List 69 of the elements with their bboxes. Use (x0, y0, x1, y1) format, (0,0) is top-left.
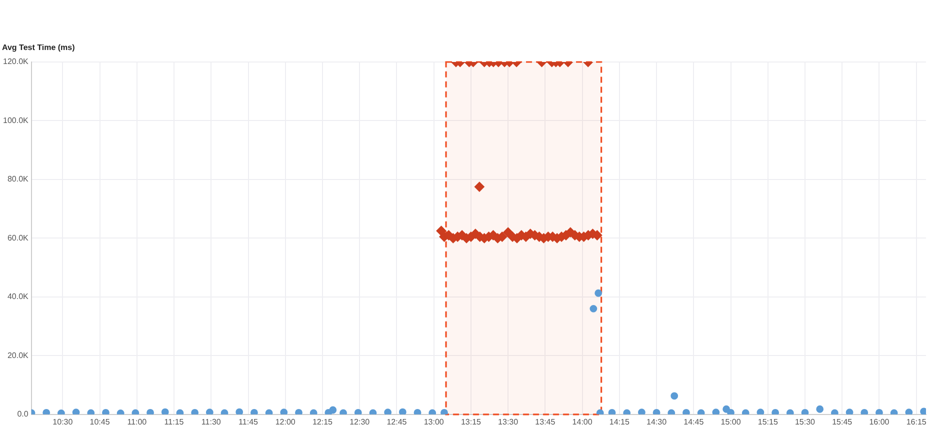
point (652, 408, 660, 414)
y-tick-label: 100.0K (2, 116, 30, 125)
point (236, 408, 244, 414)
point (712, 408, 720, 414)
point (398, 408, 406, 414)
point (670, 392, 678, 400)
point (440, 408, 448, 414)
point (727, 408, 734, 414)
point (384, 408, 392, 414)
x-tick-label: 11:30 (201, 417, 222, 426)
y-tick-label: 40.0K (7, 292, 30, 302)
point (340, 409, 347, 414)
point (280, 408, 288, 414)
point (42, 408, 50, 414)
y-tick-label: 80.0K (7, 174, 30, 184)
point (860, 408, 868, 414)
point (354, 408, 362, 414)
x-tick-label: 11:00 (127, 417, 148, 426)
x-tick-label: 14:45 (684, 417, 704, 426)
x-tick-label: 15:45 (832, 417, 853, 426)
point (161, 408, 169, 414)
y-tick-label: 60.0K (7, 233, 30, 242)
point (436, 226, 446, 236)
x-tick-label: 16:15 (906, 417, 927, 426)
x-tick-label: 12:45 (386, 417, 408, 426)
x-tick-label: 10:45 (90, 417, 110, 426)
point (329, 406, 337, 414)
x-tick-label: 13:00 (424, 417, 444, 426)
point (250, 408, 258, 414)
x-tick-label: 14:15 (609, 417, 630, 426)
x-tick-label: 12:15 (312, 417, 334, 426)
x-tick-label: 11:15 (164, 417, 184, 426)
x-tick-label: 13:15 (460, 417, 482, 426)
x-tick-label: 11:45 (238, 417, 259, 426)
point (414, 408, 422, 414)
point (72, 408, 80, 414)
x-tick-label: 15:30 (794, 417, 816, 426)
point (682, 408, 690, 414)
x-tick-label: 12:00 (275, 417, 296, 426)
x-tick-label: 13:30 (498, 417, 519, 426)
x-tick-label: 15:00 (720, 417, 742, 426)
point (146, 408, 154, 414)
x-tick-label: 12:30 (350, 417, 370, 426)
point (756, 408, 764, 414)
y-tick-label: 0.0 (17, 410, 29, 419)
x-tick-label: 15:15 (758, 417, 778, 426)
point (876, 408, 883, 414)
x-tick-label: 13:45 (535, 417, 556, 426)
x-tick-label: 14:30 (646, 417, 668, 426)
point (801, 408, 809, 414)
point (206, 408, 214, 414)
point (295, 408, 302, 414)
y-axis-title: Avg Test Time (ms) (2, 43, 76, 52)
point (638, 408, 646, 414)
point (608, 408, 616, 414)
point (905, 408, 913, 414)
x-tick-label: 10:30 (52, 417, 74, 426)
y-tick-label: 120.0K (2, 57, 30, 66)
x-tick-label: 14:00 (572, 417, 593, 426)
point (846, 408, 854, 414)
point (191, 408, 199, 414)
point (816, 405, 824, 413)
point (474, 182, 484, 192)
x-tick-label: 16:00 (869, 417, 890, 426)
y-tick-label: 20.0K (7, 350, 30, 360)
point (590, 304, 598, 312)
point (102, 408, 110, 414)
point (594, 289, 602, 297)
point (772, 408, 780, 414)
